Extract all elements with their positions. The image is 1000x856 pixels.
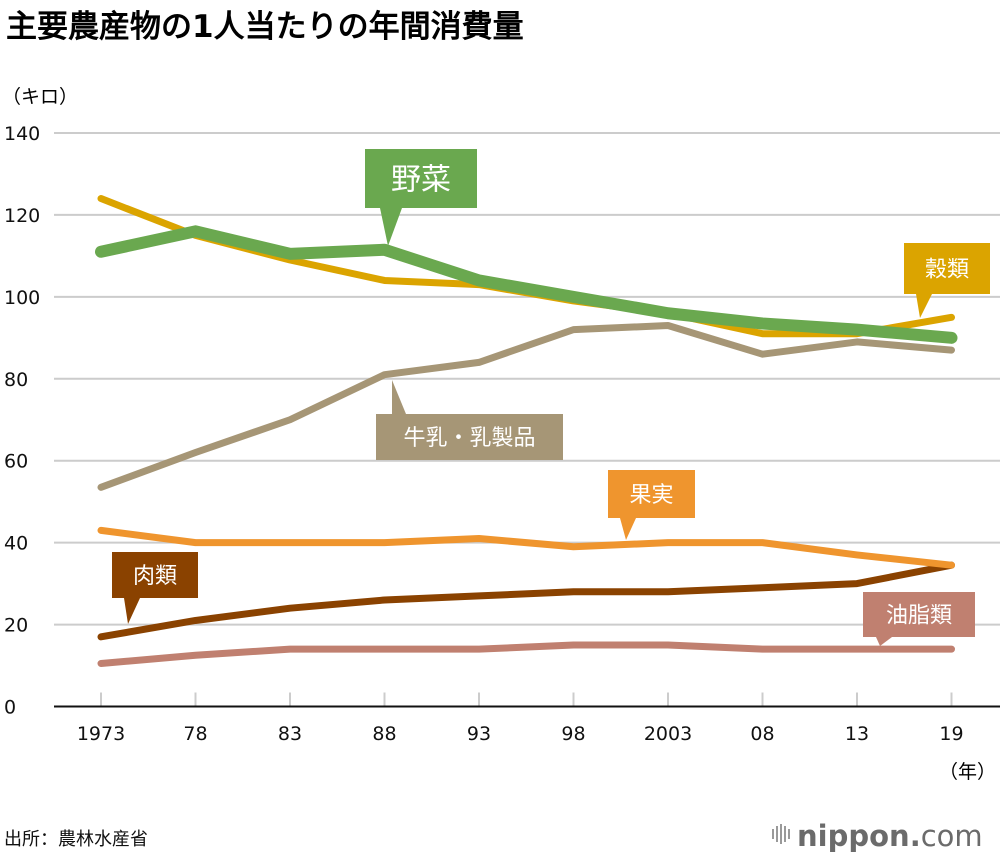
callout-pointer (876, 637, 892, 646)
callout-meat: 肉類 (112, 552, 198, 624)
series-label-vegetables: 野菜 (391, 163, 451, 198)
x-tick-label: 2003 (644, 723, 692, 745)
callout-box (863, 592, 975, 637)
callout-pointer (380, 208, 402, 246)
x-tick-label: 98 (561, 723, 585, 745)
callout-dairy: 牛乳・乳製品 (376, 380, 563, 460)
logo-wordmark: nippon.com (797, 819, 983, 853)
series-line-meat (97, 561, 955, 641)
x-tick-label: 88 (372, 723, 396, 745)
series-line-dairy (97, 322, 955, 491)
x-tick-label: 19 (939, 723, 963, 745)
series-line-oils (97, 641, 955, 667)
y-tick-label: 20 (4, 615, 28, 637)
callout-vegetables: 野菜 (365, 149, 477, 246)
x-axis-ticks: 1973 78 83 88 93 98 2003 08 13 19 (54, 692, 1000, 745)
logo-com: com (921, 819, 983, 853)
callout-fruit: 果実 (608, 470, 695, 540)
y-tick-label: 140 (4, 123, 40, 145)
nippon-logo: nippon.com (772, 819, 983, 853)
callout-pointer (392, 380, 406, 414)
x-tick-label: 13 (845, 723, 869, 745)
x-tick-label: 1973 (77, 723, 125, 745)
y-tick-label: 120 (4, 205, 40, 227)
series-line-grain (97, 195, 955, 338)
series-label-fruit: 果実 (629, 483, 673, 508)
series-label-grain: 穀類 (925, 258, 969, 283)
callout-box (608, 470, 695, 518)
x-tick-label: 93 (467, 723, 491, 745)
x-tick-label: 08 (750, 723, 774, 745)
series-line-vegetables (95, 225, 958, 344)
callout-pointer (620, 518, 636, 540)
x-tick-label: 78 (183, 723, 207, 745)
callout-box (365, 149, 477, 208)
series-label-dairy: 牛乳・乳製品 (403, 426, 535, 451)
y-tick-label: 0 (4, 697, 16, 719)
callout-box (904, 243, 990, 294)
series-line-fruit (97, 526, 955, 569)
y-tick-label: 80 (4, 369, 28, 391)
source-note: 出所：農林水産省 (4, 829, 148, 850)
callout-box (376, 414, 563, 460)
series-lines (95, 195, 958, 667)
sound-wave-icon (772, 824, 790, 844)
x-tick-label: 83 (278, 723, 302, 745)
series-label-meat: 肉類 (133, 564, 177, 589)
y-axis-ticks: 0 20 40 60 80 100 120 140 (4, 123, 40, 719)
y-axis-unit-label: （キロ） (2, 86, 78, 108)
callout-box (112, 552, 198, 598)
y-tick-label: 40 (4, 533, 28, 555)
gridlines (54, 132, 1000, 626)
callout-grain: 穀類 (904, 243, 990, 318)
y-tick-label: 60 (4, 451, 28, 473)
logo-nippon: nippon (797, 819, 910, 853)
chart-title: 主要農産物の1人当たりの年間消費量 (6, 9, 524, 45)
callout-pointer (124, 598, 140, 624)
y-tick-label: 100 (4, 287, 40, 309)
callout-oils: 油脂類 (863, 592, 975, 646)
x-axis-unit-label: （年） (939, 761, 996, 783)
logo-dot: . (910, 819, 921, 853)
series-label-oils: 油脂類 (886, 604, 952, 629)
callout-pointer (916, 294, 932, 318)
